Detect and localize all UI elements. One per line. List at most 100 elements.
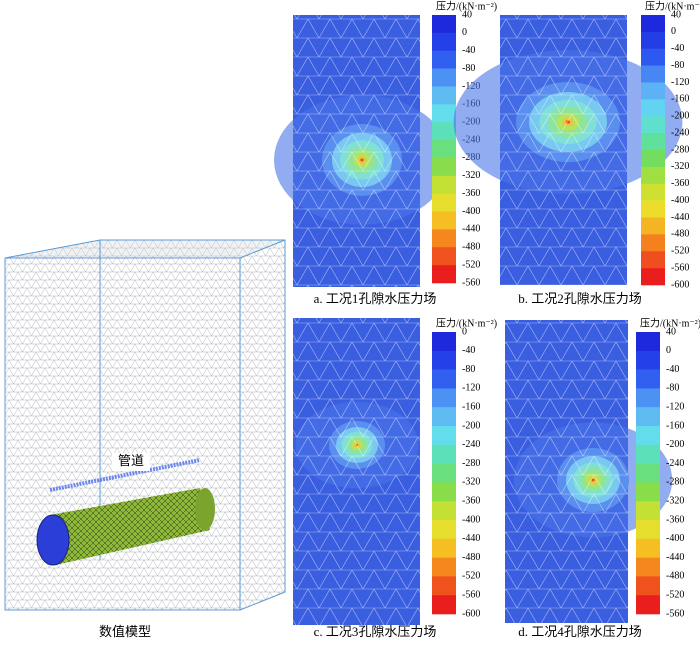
colorbar-band <box>636 407 660 427</box>
colorbar-band <box>636 426 660 446</box>
colorbar-tick-label: -360 <box>462 188 480 199</box>
pressure-panel: 压力/(kN·m⁻²)400-40-80-120-160-200-240-280… <box>453 0 700 306</box>
colorbar-tick-label: -120 <box>462 383 480 394</box>
model-caption: 数值模型 <box>99 624 151 639</box>
pressure-panel: 压力/(kN·m⁻²)400-40-80-120-160-200-240-280… <box>505 316 700 639</box>
colorbar-band <box>641 116 665 134</box>
numerical-model: 管道 数值模型 <box>4 239 286 639</box>
colorbar-band <box>432 557 456 577</box>
colorbar-band <box>432 229 456 248</box>
colorbar-band <box>636 595 660 615</box>
label-bg <box>112 453 150 471</box>
colorbar-band <box>432 50 456 69</box>
colorbar-band <box>641 15 665 33</box>
colorbar-band <box>636 501 660 521</box>
colorbar-band <box>432 68 456 87</box>
colorbar-tick-label: -160 <box>462 401 480 412</box>
colorbar-band <box>641 166 665 185</box>
colorbar-tick-label: -40 <box>462 45 475 56</box>
colorbar-tick-label: -480 <box>462 552 480 563</box>
colorbar-band <box>636 482 660 502</box>
colorbar-band <box>641 31 665 50</box>
colorbar-tick-label: -440 <box>462 533 480 544</box>
colorbar-tick-label: -80 <box>671 60 684 71</box>
colorbar-tick-label: 40 <box>666 326 676 337</box>
colorbar-band <box>432 86 456 105</box>
colorbar-band <box>432 463 456 483</box>
colorbar-tick-label: -480 <box>671 229 689 240</box>
panel-caption: d. 工况4孔隙水压力场 <box>518 624 642 639</box>
mesh <box>505 320 628 623</box>
colorbar-band <box>432 369 456 389</box>
colorbar-tick-label: -560 <box>666 608 684 619</box>
colorbar-band <box>432 538 456 558</box>
colorbar-band <box>432 104 456 123</box>
colorbar-tick-label: -280 <box>671 144 689 155</box>
pipe-label: 管道 <box>118 453 144 468</box>
colorbar-band <box>432 265 456 284</box>
colorbar-band <box>432 247 456 266</box>
colorbar-band <box>636 350 660 370</box>
legend-title: 压力/(kN·m⁻²) <box>640 316 700 329</box>
colorbar-tick-label: -40 <box>666 364 679 375</box>
box-front <box>5 258 240 610</box>
colorbar-tick-label: 0 <box>666 345 671 356</box>
colorbar-tick-label: -160 <box>671 94 689 105</box>
colorbar-tick-label: -320 <box>666 495 684 506</box>
colorbar-tick-label: -320 <box>462 170 480 181</box>
colorbar-tick-label: -280 <box>666 477 684 488</box>
colorbar-band <box>432 350 456 370</box>
box-top-shade <box>5 240 285 258</box>
colorbar-band <box>432 32 456 52</box>
colorbar-band <box>432 157 456 177</box>
colorbar-tick-label: -360 <box>666 514 684 525</box>
colorbar-band <box>636 576 660 596</box>
colorbar-band <box>641 65 665 83</box>
colorbar-band <box>432 482 456 502</box>
colorbar-band <box>432 407 456 427</box>
colorbar-tick-label: -120 <box>671 77 689 88</box>
colorbar-band <box>636 388 660 408</box>
colorbar-tick-label: -440 <box>462 224 480 235</box>
colorbar-tick-label: -440 <box>666 552 684 563</box>
colorbar-tick-label: 40 <box>671 9 681 20</box>
colorbar-band <box>641 234 665 252</box>
colorbar-band <box>636 520 660 540</box>
pressure-panel: 压力/(kN·m⁻²)0 -40 -80 -120 -160 -200 -240 -280 -3… <box>293 316 497 639</box>
box-side <box>240 240 285 610</box>
colorbar-band <box>641 217 665 235</box>
colorbar-tick-label: -400 <box>462 514 480 525</box>
pipe-end <box>195 488 215 530</box>
colorbar-tick-label: -120 <box>666 401 684 412</box>
colorbar-band <box>432 444 456 464</box>
colorbar-tick-label: -560 <box>462 277 480 288</box>
colorbar-tick-label: -40 <box>671 43 684 54</box>
colorbar-tick-label: -520 <box>671 246 689 257</box>
colorbar-band <box>432 193 456 212</box>
colorbar-tick-label: -480 <box>462 242 480 253</box>
colorbar-tick-label: -200 <box>462 420 480 431</box>
pressure-panel: 压力/(kN·m⁻²)400-40-80-120-160-200-240-280… <box>274 0 497 306</box>
colorbar-band <box>636 557 660 577</box>
colorbar-band <box>432 122 456 141</box>
mesh <box>293 318 420 625</box>
colorbar-tick-label: -520 <box>666 589 684 600</box>
colorbar-tick-label: -280 <box>462 458 480 469</box>
colorbar-band <box>641 48 665 66</box>
colorbar-tick-label: -80 <box>462 364 475 375</box>
pipe-projection <box>49 458 201 492</box>
colorbar-band <box>641 183 665 201</box>
colorbar-band <box>636 332 660 352</box>
colorbar-band <box>432 388 456 408</box>
box-top <box>5 240 285 258</box>
box-edges <box>4 239 286 611</box>
legend-title: 压力/(kN·m⁻²) <box>436 316 497 329</box>
colorbar-tick-label: -200 <box>671 111 689 122</box>
colorbar-band <box>641 150 665 168</box>
colorbar-band <box>636 369 660 389</box>
colorbar-tick-label: 0 <box>462 326 467 337</box>
colorbar-tick-label: -400 <box>462 206 480 217</box>
colorbar-band <box>432 576 456 596</box>
colorbar-tick-label: -240 <box>462 439 480 450</box>
colorbar-tick-label: -200 <box>666 439 684 450</box>
